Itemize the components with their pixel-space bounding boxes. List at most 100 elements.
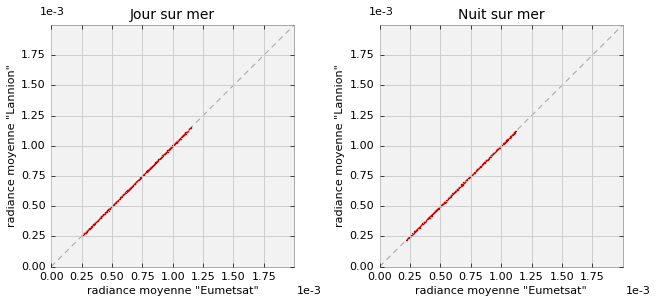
Point: [460, 179, 470, 184]
Point: [177, 134, 188, 138]
Point: [106, 204, 117, 209]
Point: [436, 204, 446, 209]
Point: [488, 150, 499, 155]
Point: [481, 158, 491, 163]
Point: [506, 134, 516, 138]
Point: [98, 212, 108, 217]
Point: [409, 230, 419, 235]
Point: [92, 218, 102, 223]
Point: [167, 145, 177, 149]
Point: [108, 202, 118, 207]
Point: [97, 214, 107, 218]
Point: [110, 200, 121, 205]
Point: [470, 169, 481, 174]
Point: [110, 201, 120, 206]
Point: [453, 186, 463, 191]
Point: [421, 219, 432, 224]
Point: [458, 182, 468, 187]
Point: [434, 205, 445, 210]
Point: [447, 191, 458, 196]
Point: [85, 226, 95, 231]
Point: [433, 206, 443, 211]
Point: [451, 188, 462, 193]
Point: [446, 193, 457, 198]
Point: [134, 177, 145, 182]
Point: [171, 140, 182, 145]
Point: [171, 139, 181, 144]
Point: [116, 195, 126, 199]
Point: [438, 201, 448, 206]
Point: [432, 207, 442, 212]
Point: [168, 143, 178, 148]
Point: [447, 193, 457, 198]
Point: [183, 128, 194, 133]
Point: [428, 211, 438, 216]
Point: [148, 162, 159, 167]
Point: [467, 171, 478, 176]
Point: [148, 163, 158, 168]
Point: [427, 212, 438, 217]
Point: [133, 177, 144, 181]
Point: [183, 127, 194, 132]
Point: [407, 232, 417, 237]
Point: [434, 204, 445, 209]
Point: [143, 168, 153, 173]
Point: [495, 144, 506, 149]
Point: [109, 201, 120, 206]
Point: [435, 205, 445, 209]
Point: [160, 151, 171, 155]
Point: [173, 136, 184, 141]
Point: [103, 208, 114, 213]
Point: [477, 162, 487, 167]
Point: [129, 182, 139, 187]
Point: [81, 230, 91, 235]
Point: [442, 197, 452, 202]
Point: [430, 208, 441, 213]
Point: [415, 223, 426, 228]
Point: [127, 183, 138, 188]
Point: [82, 229, 93, 234]
Point: [403, 236, 413, 241]
Point: [178, 133, 189, 138]
Point: [124, 186, 135, 191]
Point: [412, 227, 422, 231]
Point: [436, 203, 447, 208]
Point: [167, 143, 177, 148]
Point: [147, 165, 158, 169]
Point: [102, 208, 113, 212]
Point: [503, 136, 514, 141]
Point: [83, 228, 93, 232]
Point: [448, 190, 459, 195]
X-axis label: radiance moyenne "Eumetsat": radiance moyenne "Eumetsat": [415, 286, 587, 296]
Point: [450, 188, 461, 193]
Point: [76, 234, 87, 238]
Point: [169, 142, 179, 147]
Point: [439, 200, 449, 205]
Point: [136, 175, 147, 180]
Point: [462, 177, 472, 182]
Point: [185, 126, 195, 131]
Point: [468, 171, 478, 176]
Point: [408, 231, 419, 236]
Point: [501, 138, 512, 143]
Point: [430, 208, 441, 213]
Point: [125, 187, 135, 191]
Point: [499, 141, 509, 146]
Point: [179, 132, 189, 137]
Point: [114, 196, 125, 201]
Point: [470, 169, 480, 174]
Point: [501, 138, 512, 143]
Point: [118, 192, 129, 197]
Point: [81, 230, 92, 235]
Point: [184, 127, 194, 132]
Point: [124, 187, 134, 192]
Point: [504, 135, 514, 140]
Point: [164, 146, 175, 151]
Point: [491, 148, 501, 153]
Point: [122, 189, 133, 194]
Point: [181, 130, 191, 135]
Point: [450, 190, 461, 195]
Point: [150, 160, 161, 165]
Point: [146, 165, 156, 170]
Point: [158, 152, 169, 156]
